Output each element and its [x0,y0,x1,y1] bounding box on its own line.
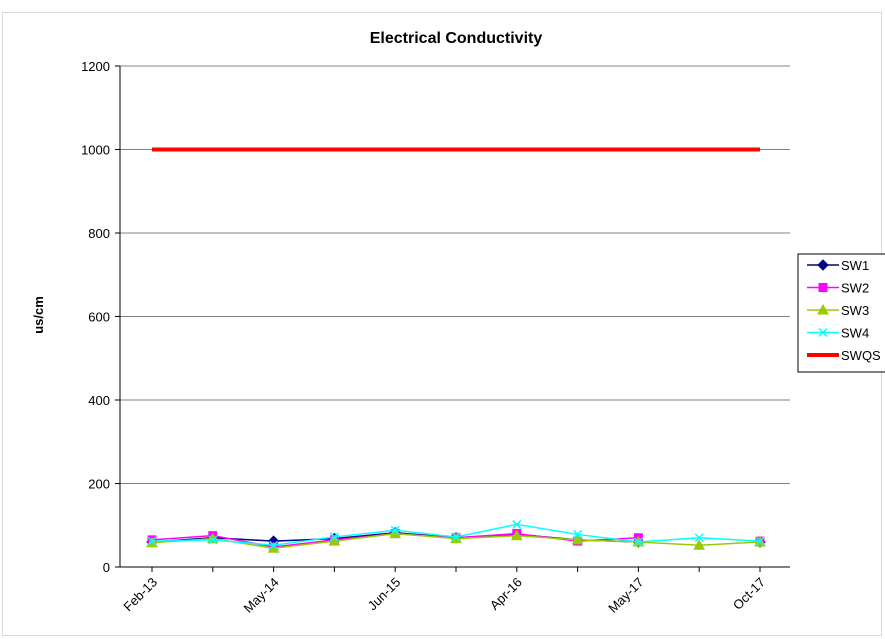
legend-marker-sw1 [817,259,829,271]
marker-stroke [694,533,704,543]
marker-stroke [512,519,522,529]
gridlines [120,65,790,484]
x-tick-label: Apr-16 [487,575,525,613]
data-point-sw4 [451,532,461,542]
legend-item-sw4: SW4 [807,326,869,341]
marker-stroke [451,532,461,542]
marker-stroke [573,529,583,539]
legend-box [797,253,885,373]
legend-marker-sw3 [817,303,829,315]
y-tick-label: 800 [88,226,110,241]
marker-stroke [147,536,157,546]
data-point-sw4 [329,532,339,542]
x-tick-label: May-17 [605,575,646,616]
axes: 0 200 400 600 800 1000 1200 Feb-13 May-14 Jun-15 A… [81,59,790,616]
legend-marker-sw2 [818,283,828,292]
legend: SW1 SW2 SW3 SW4 SWQS [797,253,885,373]
legend-label-sw4: SW4 [841,326,869,341]
y-tick-label: 400 [88,393,110,408]
chart-area [2,12,882,636]
marker-stroke [208,535,218,545]
data-point-sw4 [755,536,765,546]
data-point-sw4 [512,519,522,529]
y-tick-label: 200 [88,477,110,492]
legend-label-sw3: SW3 [841,303,869,318]
data-point-sw4 [573,529,583,539]
legend-marker-sw4 [818,327,828,338]
y-tick-label: 0 [103,560,110,575]
legend-label-swqs: SWQS [841,348,881,363]
chart-title: Electrical Conductivity [370,30,543,47]
data-point-sw3 [571,533,584,545]
x-tick-label: Oct-17 [730,575,768,613]
legend-item-sw3: SW3 [807,303,869,318]
legend-item-sw2: SW2 [807,281,869,296]
data-point-sw3 [693,539,706,550]
data-point-sw4 [390,525,400,535]
legend-item-sw1: SW1 [807,258,869,273]
y-tick-label: 1000 [81,143,110,158]
y-tick-label: 600 [88,310,110,325]
data-point-sw4 [147,536,157,546]
x-tick-label: Jun-15 [365,575,404,614]
y-tick-label: 1200 [81,59,110,74]
legend-label-sw2: SW2 [841,281,869,296]
series-sw4 [147,519,765,550]
x-tick-label: Feb-13 [120,575,160,615]
y-axis-label: us/cm [31,296,46,334]
marker-stroke [818,327,828,338]
x-tick-label: May-14 [240,575,281,616]
marker-stroke [269,540,279,550]
data-point-sw3 [328,535,341,546]
data-point-sw4 [633,537,643,547]
marker-stroke [755,536,765,546]
data-point-sw3 [510,529,523,541]
data-point-sw4 [694,533,704,543]
data-point-sw4 [208,535,218,545]
series-lines [146,147,766,553]
data-point-sw4 [269,540,279,550]
marker-stroke [329,532,339,542]
marker-stroke [633,537,643,547]
marker-stroke [390,525,400,535]
legend-item-swqs: SWQS [807,348,881,363]
legend-label-sw1: SW1 [841,258,869,273]
